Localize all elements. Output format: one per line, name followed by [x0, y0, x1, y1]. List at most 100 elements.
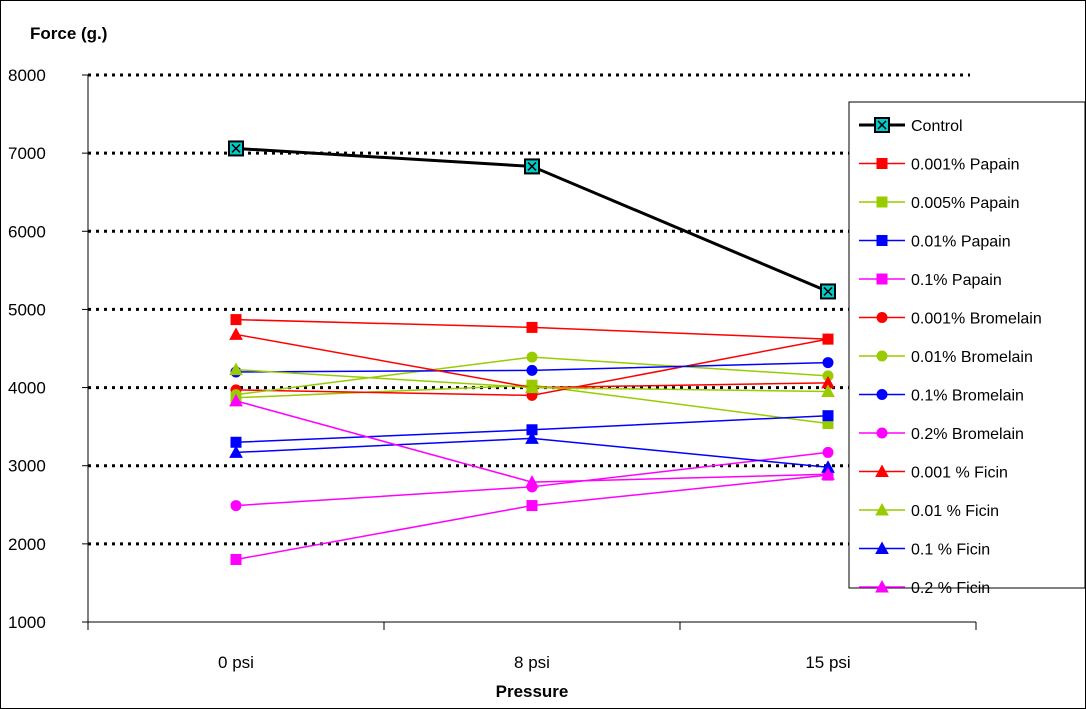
data-point: [228, 140, 244, 157]
y-axis-title: Force (g.): [30, 24, 107, 43]
axes: 1000 2000 3000 4000 5000 6000 7000 8000 0 psi 8 p…: [8, 66, 977, 672]
legend-marker: [875, 541, 889, 554]
data-point: [526, 351, 538, 363]
legend-entry: 0.1 % Ficin: [859, 541, 990, 559]
marker-x-stroke: [823, 286, 833, 296]
x-tick-label: 0 psi: [218, 653, 254, 672]
marker-square: [876, 158, 888, 169]
legend-label: 0.001% Papain: [911, 157, 1020, 174]
legend-box: [848, 101, 1086, 589]
data-point: [526, 321, 538, 333]
series-0: [228, 140, 836, 300]
legend-entry: 0.01 % Ficin: [859, 502, 999, 520]
marker-square: [876, 235, 888, 246]
legend-label: 0.01% Papain: [911, 234, 1011, 251]
series-layer: [228, 140, 836, 565]
legend-entry: Control: [859, 117, 963, 135]
marker-square: [230, 314, 242, 326]
legend-label: 0.01 % Ficin: [911, 503, 999, 520]
data-point: [229, 362, 243, 376]
data-point: [822, 357, 834, 369]
marker-triangle: [525, 431, 539, 444]
marker-circle: [876, 312, 888, 323]
legend-entry: 0.001% Bromelain: [859, 311, 1042, 328]
data-point: [822, 446, 834, 458]
legend-entry: 0.2% Bromelain: [859, 426, 1024, 443]
y-tick-label: 2000: [8, 535, 46, 554]
legend-marker: [875, 464, 889, 477]
legend-marker: [876, 273, 888, 285]
x-tick-label: 8 psi: [514, 653, 550, 672]
marker-square: [526, 500, 538, 512]
x-tick-label: 15 psi: [805, 653, 850, 672]
legend-label: 0.001 % Ficin: [911, 465, 1008, 482]
marker-triangle: [525, 380, 539, 394]
marker-circle: [822, 446, 834, 458]
marker-circle: [526, 351, 538, 363]
data-point: [230, 500, 242, 512]
legend-marker: [876, 196, 888, 208]
y-tick-label: 3000: [8, 457, 46, 476]
marker-circle: [822, 333, 834, 345]
marker-x-stroke: [527, 161, 537, 171]
marker-triangle: [875, 541, 889, 554]
legend-entry: 0.01% Papain: [859, 234, 1011, 251]
marker-triangle: [525, 475, 539, 488]
y-tick-label: 4000: [8, 379, 46, 398]
data-point: [821, 384, 835, 397]
marker-square: [876, 196, 888, 208]
series-3: [230, 410, 834, 448]
y-tick-label: 8000: [8, 66, 46, 85]
data-point: [525, 475, 539, 488]
y-tick-label: 5000: [8, 300, 46, 319]
data-point: [525, 431, 539, 444]
marker-triangle: [875, 579, 889, 593]
marker-x-stroke: [231, 143, 241, 153]
marker-square: [822, 410, 834, 422]
marker-triangle: [821, 467, 835, 480]
x-axis-title: Pressure: [496, 682, 569, 701]
legend-label: 0.1% Papain: [911, 272, 1002, 289]
legend-entry: 0.1% Bromelain: [859, 388, 1024, 405]
marker-triangle: [821, 384, 835, 397]
data-point: [524, 158, 540, 175]
marker-square: [526, 321, 538, 333]
legend-label: 0.001% Bromelain: [911, 311, 1042, 328]
y-tick-label: 6000: [8, 222, 46, 241]
legend-marker: [876, 389, 888, 400]
data-point: [230, 553, 242, 565]
marker-triangle: [229, 445, 243, 458]
marker-triangle: [229, 362, 243, 376]
marker-circle: [230, 500, 242, 512]
marker-x-stroke: [877, 120, 887, 130]
data-point: [822, 333, 834, 345]
grid-lines: [88, 73, 970, 546]
y-tick-label: 1000: [8, 613, 46, 632]
marker-square: [230, 553, 242, 565]
legend-entry: 0.001% Papain: [859, 157, 1020, 174]
marker-triangle: [875, 502, 889, 516]
legend-entry: 0.001 % Ficin: [859, 464, 1008, 482]
legend-marker: [876, 235, 888, 246]
legend-entry: 0.2 % Ficin: [859, 579, 990, 597]
legend-entry: 0.005% Papain: [859, 195, 1020, 212]
legend-marker: [875, 579, 889, 593]
series-11: [229, 431, 835, 473]
marker-circle: [526, 364, 538, 376]
marker-triangle: [875, 464, 889, 477]
marker-triangle: [229, 393, 243, 407]
legend-label: 0.1 % Ficin: [911, 542, 990, 559]
data-point: [820, 283, 836, 300]
legend-entry: 0.1% Papain: [859, 272, 1002, 289]
series-12: [229, 393, 835, 488]
data-point: [526, 364, 538, 376]
legend-marker: [876, 427, 888, 439]
legend-label: 0.2% Bromelain: [911, 426, 1024, 443]
data-point: [526, 500, 538, 512]
legend-label: 0.01% Bromelain: [911, 349, 1033, 366]
marker-circle: [876, 389, 888, 400]
legend-marker: [876, 158, 888, 169]
data-point: [525, 380, 539, 394]
marker-square: [876, 273, 888, 285]
data-point: [822, 410, 834, 422]
